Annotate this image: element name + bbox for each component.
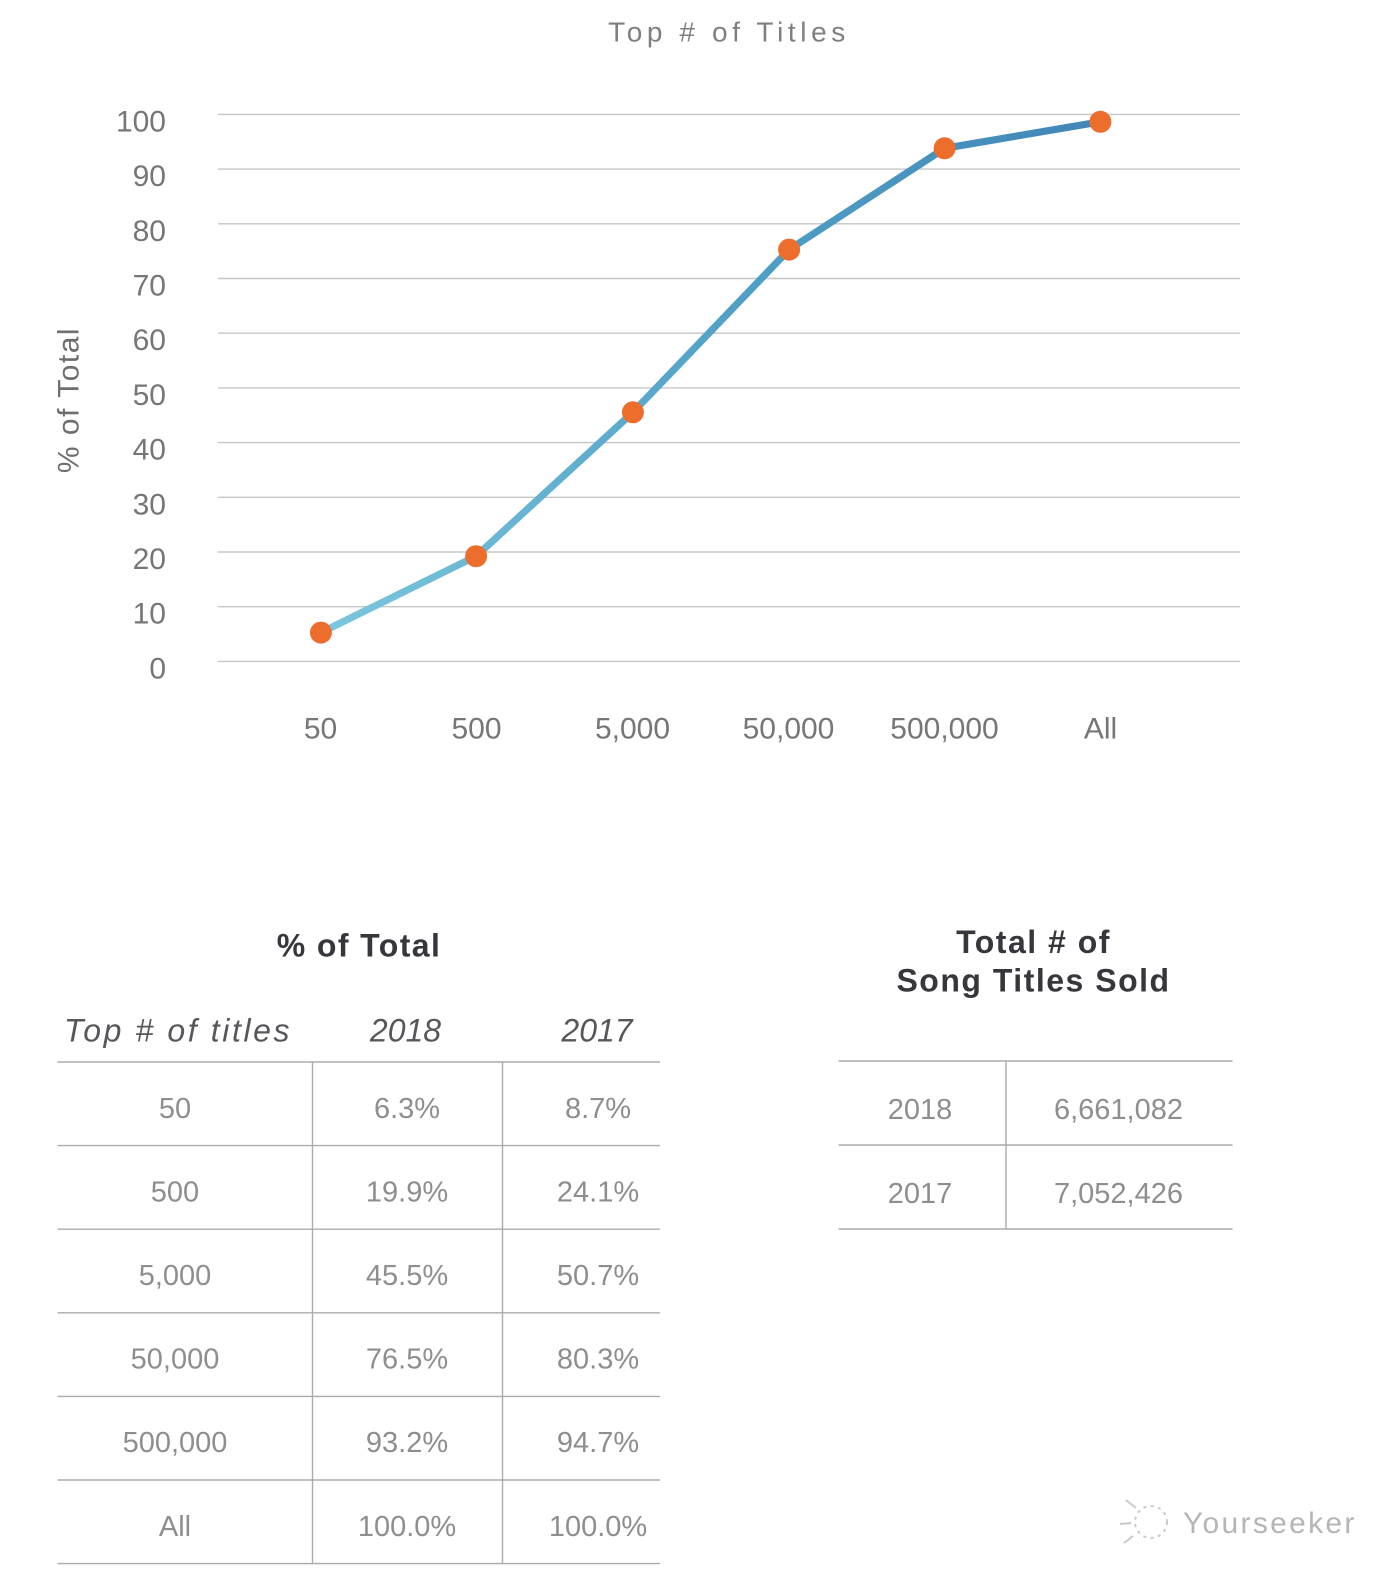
svg-text:76.5%: 76.5% [366,1344,448,1376]
svg-text:7,052,426: 7,052,426 [1054,1178,1183,1210]
svg-text:20: 20 [133,543,166,576]
svg-text:8.7%: 8.7% [565,1093,631,1125]
svg-text:6,661,082: 6,661,082 [1054,1094,1183,1126]
svg-text:90: 90 [133,160,166,193]
svg-text:6.3%: 6.3% [374,1093,440,1125]
svg-text:45.5%: 45.5% [366,1260,448,1292]
svg-text:80.3%: 80.3% [557,1344,639,1376]
svg-text:Top # of Titles: Top # of Titles [608,17,850,48]
svg-text:5,000: 5,000 [139,1260,212,1292]
svg-text:% of Total: % of Total [53,327,86,473]
svg-text:500: 500 [451,713,501,746]
svg-text:500,000: 500,000 [123,1427,228,1459]
svg-text:2017: 2017 [560,1013,633,1049]
svg-text:% of Total: % of Total [277,928,442,964]
svg-text:2018: 2018 [369,1013,441,1049]
svg-text:100: 100 [116,105,166,138]
svg-text:5,000: 5,000 [595,713,670,746]
svg-text:500: 500 [151,1176,199,1208]
svg-text:Top # of titles: Top # of titles [64,1013,292,1049]
svg-text:10: 10 [133,598,166,631]
svg-text:Total # of: Total # of [956,924,1111,960]
svg-text:19.9%: 19.9% [366,1176,448,1208]
svg-text:70: 70 [133,270,166,303]
svg-text:50,000: 50,000 [743,713,835,746]
svg-text:50: 50 [159,1093,191,1125]
svg-text:40: 40 [133,434,166,467]
svg-text:50,000: 50,000 [131,1344,220,1376]
svg-text:500,000: 500,000 [890,713,998,746]
svg-text:94.7%: 94.7% [557,1427,639,1459]
svg-text:All: All [159,1511,191,1543]
svg-text:60: 60 [133,324,166,357]
svg-text:Yourseeker: Yourseeker [1183,1507,1357,1540]
svg-text:2017: 2017 [888,1178,953,1210]
svg-text:93.2%: 93.2% [366,1427,448,1459]
svg-text:Song Titles Sold: Song Titles Sold [896,963,1170,999]
svg-text:80: 80 [133,215,166,248]
svg-text:100.0%: 100.0% [549,1511,647,1543]
svg-text:2018: 2018 [888,1094,953,1126]
svg-text:30: 30 [133,488,166,521]
svg-text:All: All [1084,713,1117,746]
svg-text:100.0%: 100.0% [358,1511,456,1543]
svg-text:24.1%: 24.1% [557,1176,639,1208]
svg-text:50: 50 [304,713,337,746]
svg-text:50: 50 [133,379,166,412]
svg-text:0: 0 [149,652,166,685]
svg-text:50.7%: 50.7% [557,1260,639,1292]
